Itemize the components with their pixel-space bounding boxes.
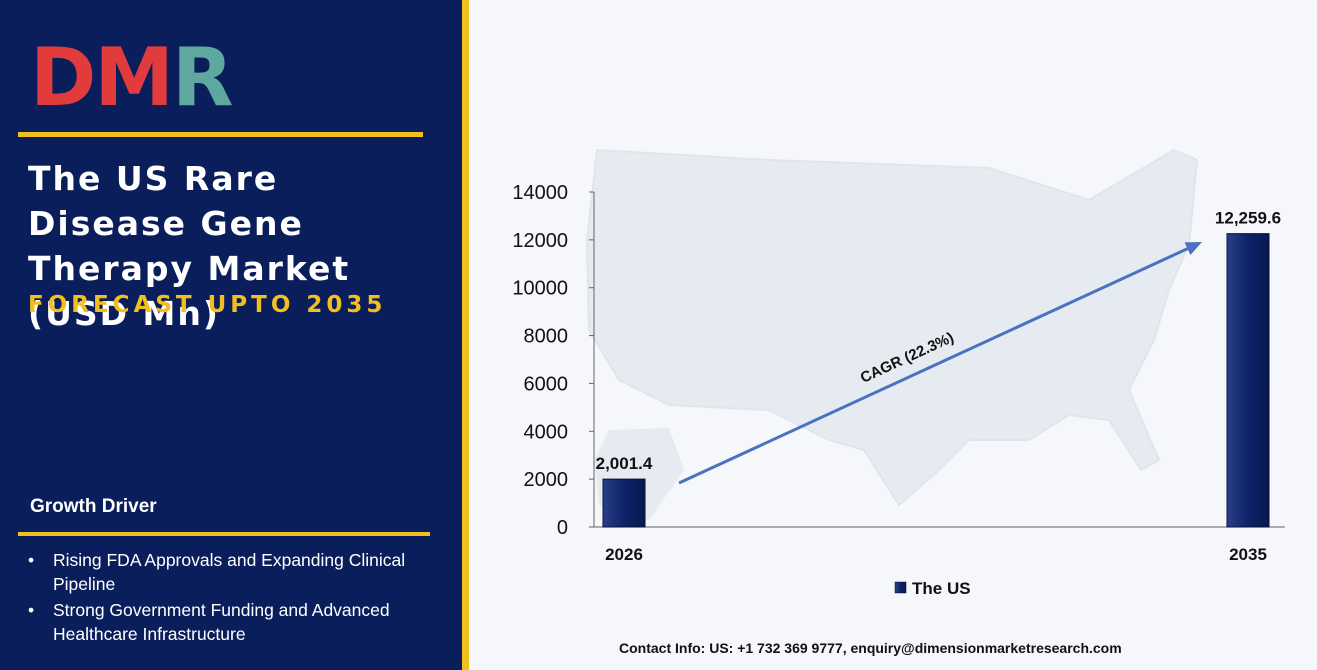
bar-chart: 0 2000 4000 6000 8000 10000 12000 14000 2,001.4… — [512, 148, 1285, 598]
data-labels: 2,001.4 12,259.6 — [596, 209, 1281, 473]
accent-divider — [462, 0, 469, 670]
report-title: The US Rare Disease Gene Therapy Market … — [28, 159, 351, 333]
list-item: • Strong Government Funding and Advanced … — [28, 600, 390, 644]
growth-driver-divider — [18, 532, 430, 536]
logo-divider — [18, 132, 423, 137]
contact-info: Contact Info: US: +1 732 369 9777, enqui… — [619, 640, 1122, 656]
legend: The US — [894, 579, 971, 598]
growth-driver-list: • Rising FDA Approvals and Expanding Clin… — [28, 548, 448, 648]
y-tick-label: 4000 — [524, 421, 569, 443]
info-panel: DMR The US Rare Disease Gene Therapy Mar… — [0, 0, 462, 670]
list-item: • Rising FDA Approvals and Expanding Clin… — [28, 550, 406, 594]
x-tick-label-2026: 2026 — [605, 545, 643, 564]
cagr-arrow-line — [678, 245, 1192, 485]
data-label-2026: 2,001.4 — [596, 454, 653, 473]
y-tick-label: 8000 — [524, 326, 569, 348]
growth-driver-heading: Growth Driver — [30, 496, 157, 517]
bar-2035 — [1226, 233, 1270, 528]
y-tick-label: 2000 — [524, 469, 569, 491]
data-label-2035: 12,259.6 — [1215, 209, 1281, 228]
y-tick-label: 12000 — [512, 230, 568, 252]
y-axis: 0 2000 4000 6000 8000 10000 12000 14000 — [512, 182, 1285, 539]
x-axis: 2026 2035 — [605, 545, 1267, 564]
legend-swatch — [894, 581, 907, 594]
bullet-icon: • — [28, 550, 35, 570]
bar-2026 — [602, 478, 646, 528]
x-tick-label-2035: 2035 — [1229, 545, 1267, 564]
y-tick-label: 6000 — [524, 373, 569, 395]
y-tick-label: 14000 — [512, 182, 568, 204]
legend-label: The US — [912, 579, 971, 598]
chart-panel: 0 2000 4000 6000 8000 10000 12000 14000 2,001.4… — [469, 0, 1317, 670]
bullet-icon: • — [28, 600, 35, 620]
report-subtitle: FORECAST UPTO 2035 — [28, 292, 387, 318]
us-map-background — [585, 148, 1199, 520]
bars — [602, 233, 1270, 528]
y-tick-label: 10000 — [512, 278, 568, 300]
y-tick-label: 0 — [557, 517, 568, 539]
dmr-logo: DMR — [30, 31, 234, 124]
cagr-arrowhead-icon — [1184, 242, 1202, 256]
